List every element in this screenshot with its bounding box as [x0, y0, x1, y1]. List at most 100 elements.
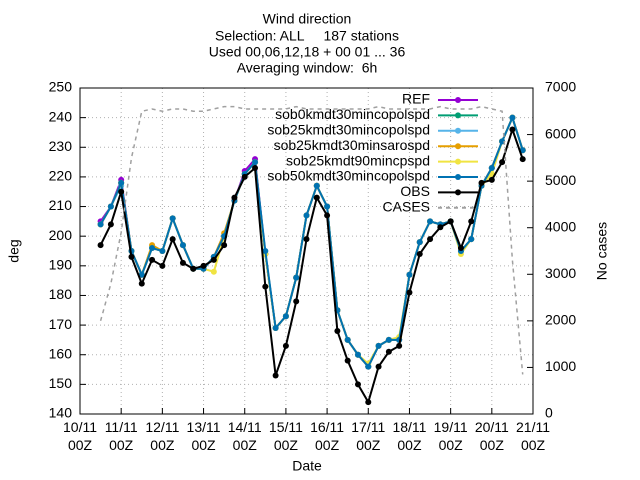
data-point	[303, 212, 310, 219]
data-point	[179, 259, 186, 266]
data-point	[457, 245, 464, 252]
data-point	[416, 250, 423, 257]
data-point	[519, 147, 526, 154]
legend-label: sob0kmdt30mincopolspd	[275, 106, 430, 122]
x-tick-label-line: 15/11	[269, 419, 303, 435]
data-point	[210, 256, 217, 263]
data-point	[324, 203, 331, 210]
plot-frame	[79, 87, 534, 415]
data-point	[149, 245, 156, 252]
y-tick-label: 190	[49, 257, 73, 273]
data-point	[169, 236, 176, 243]
data-point	[354, 351, 361, 358]
data-point	[179, 242, 186, 249]
data-point	[262, 248, 269, 254]
y2-tick-label: 1000	[545, 358, 576, 374]
legend-marker	[455, 143, 461, 150]
series-line	[99, 105, 524, 375]
data-point	[272, 372, 279, 379]
legend-label: sob25kmdt30minsarospd	[274, 137, 430, 153]
y2-tick-label: 7000	[545, 79, 576, 95]
data-point	[344, 336, 351, 343]
data-point	[468, 218, 475, 225]
x-tick-label-line: 17/11	[351, 419, 385, 435]
x-tick-label-line: 00Z	[397, 437, 422, 453]
data-point	[365, 399, 372, 406]
x-tick-label-line: 14/11	[228, 419, 262, 435]
legend-label: sob25kmdt30mincopolspd	[267, 122, 430, 138]
legend-label: sob50kmdt30mincopolspd	[267, 168, 430, 184]
data-point	[293, 274, 300, 281]
y2-tick-label: 0	[545, 405, 553, 421]
data-point	[159, 262, 166, 269]
data-point	[262, 283, 269, 290]
x-tick-label-line: 00Z	[480, 437, 505, 453]
data-point	[365, 363, 372, 370]
data-point	[313, 182, 320, 189]
x-tick-label-line: 00Z	[439, 437, 464, 453]
x-tick-label: 15/11 00Z	[269, 419, 303, 453]
data-point	[324, 212, 331, 219]
y2-tick-label: 3000	[545, 265, 576, 281]
legend-marker	[455, 112, 461, 119]
data-point	[406, 271, 413, 278]
data-point	[478, 179, 485, 186]
data-point	[282, 342, 289, 349]
y2-tick-label: 4000	[545, 218, 576, 234]
data-point	[519, 156, 526, 163]
x-tick-label-line: 19/11	[434, 419, 468, 435]
data-point	[427, 236, 434, 243]
data-point	[107, 203, 114, 210]
y2-tick-label: 6000	[545, 125, 576, 141]
data-point	[499, 159, 506, 166]
x-tick-label: 11/11 00Z	[105, 419, 138, 453]
x-tick-label-line: 00Z	[191, 437, 216, 453]
x-tick-label: 17/11 00Z	[351, 419, 385, 453]
data-point	[396, 342, 403, 349]
x-tick-label: 19/11 00Z	[434, 419, 468, 453]
x-tick-label-line: 12/11	[145, 419, 179, 435]
data-point	[468, 236, 475, 243]
chart-title: Averaging window: 6h	[237, 60, 378, 76]
data-point	[97, 242, 104, 249]
data-point	[221, 242, 228, 249]
data-point	[118, 179, 125, 186]
y2-tick-label: 2000	[545, 312, 576, 328]
data-point	[344, 357, 351, 364]
data-point	[447, 218, 454, 225]
x-tick-label-line: 13/11	[187, 419, 221, 435]
legend-marker	[455, 158, 461, 165]
x-tick-label: 18/11 00Z	[392, 419, 426, 453]
data-point	[200, 262, 207, 269]
data-point	[406, 289, 413, 296]
x-tick-label-line: 00Z	[274, 437, 299, 453]
data-point	[252, 159, 259, 166]
x-tick-label: 14/11 00Z	[228, 419, 262, 453]
y-tick-label: 230	[49, 138, 73, 154]
data-point	[313, 194, 320, 201]
data-point	[303, 236, 310, 243]
data-point	[138, 271, 145, 278]
legend-label: sob25kmdt90mincpspd	[286, 152, 430, 168]
legend-label: REF	[402, 91, 430, 107]
x-tick-label-line: 00Z	[521, 437, 546, 453]
data-point	[375, 363, 382, 370]
data-point	[488, 176, 495, 183]
legend-marker	[455, 97, 461, 103]
y-tick-label: 250	[49, 79, 73, 95]
legend-label: OBS	[400, 183, 430, 199]
legend-marker	[455, 189, 461, 196]
y-tick-label: 170	[49, 316, 73, 332]
series-line	[99, 126, 524, 405]
data-point	[509, 126, 516, 133]
y2-tick-label: 5000	[545, 172, 576, 188]
data-point	[169, 215, 176, 222]
legend-marker	[455, 127, 461, 134]
data-point	[416, 239, 423, 246]
data-point	[282, 313, 289, 320]
data-point	[385, 336, 392, 343]
data-point	[488, 165, 495, 172]
x-tick-label-line: 00Z	[356, 437, 381, 453]
x-tick-label: 12/11 00Z	[145, 419, 179, 453]
data-point	[210, 268, 217, 275]
